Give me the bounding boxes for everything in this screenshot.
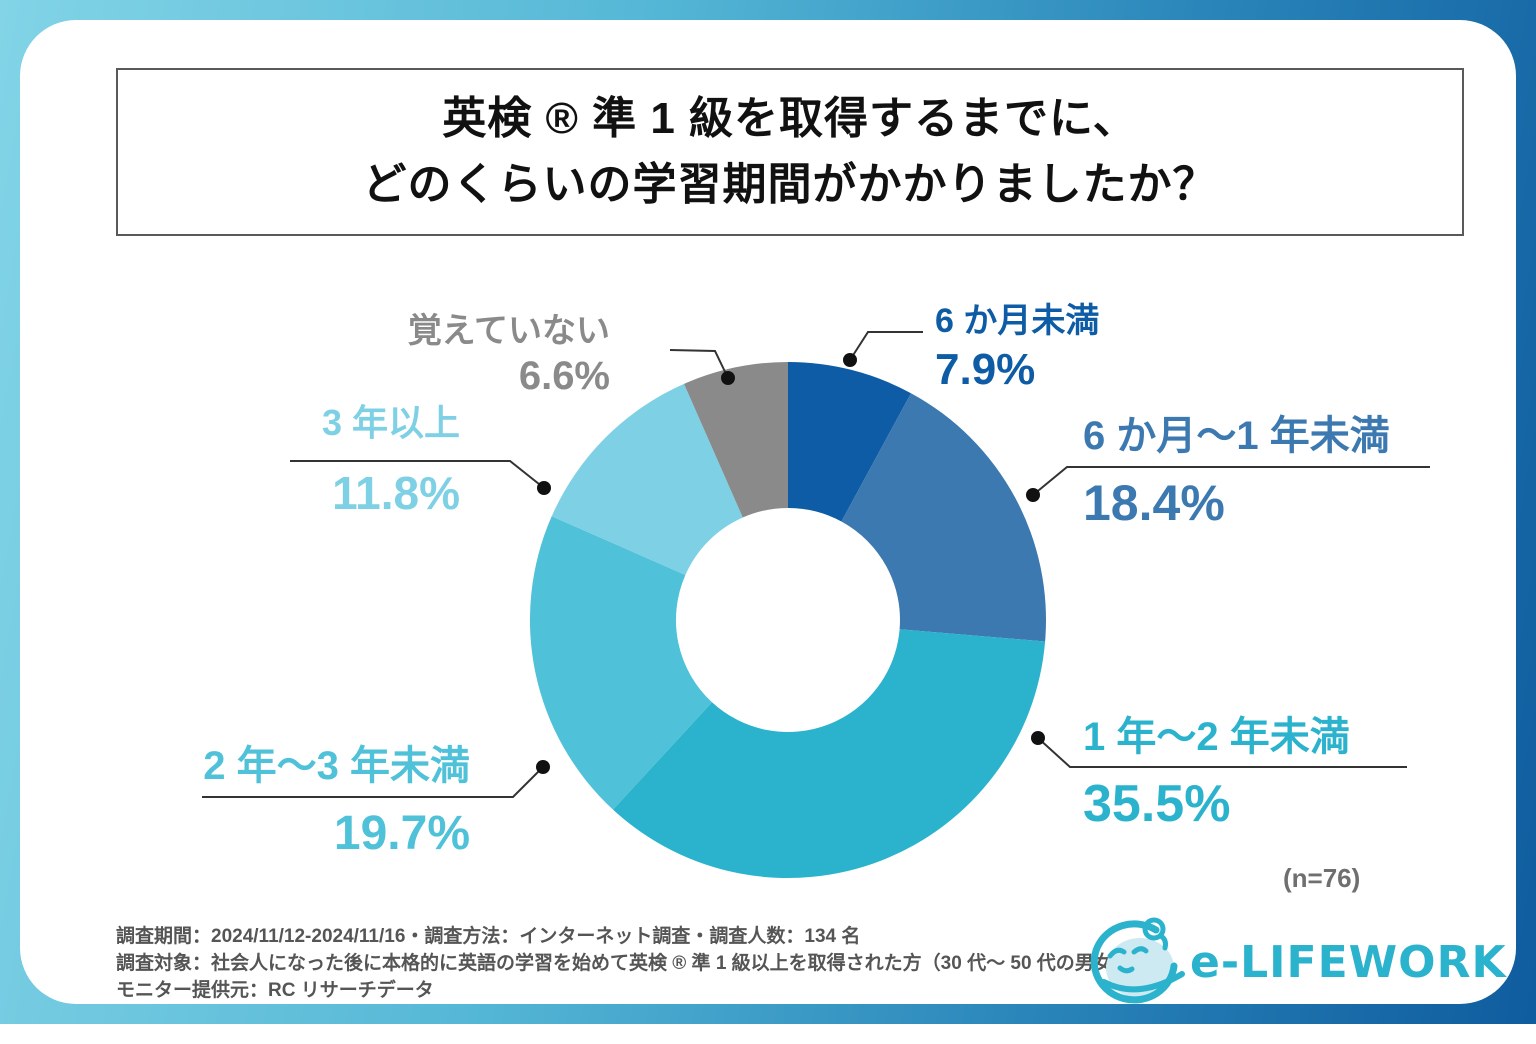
- leader-dot-unknown: [721, 371, 735, 385]
- footnote-line-2: 調査対象：社会人になった後に本格的に英語の学習を始めて英検 ® 準 1 級以上を…: [116, 953, 1132, 974]
- e-lifework-face-icon: [1090, 917, 1185, 1004]
- leader-dot-1y-2y: [1031, 731, 1045, 745]
- title-box: 英検 ® 準 1 級を取得するまでに、 どのくらいの学習期間がかかりましたか？: [116, 68, 1464, 236]
- leader-dot-2y-3y: [536, 760, 550, 774]
- content-card: 英検 ® 準 1 級を取得するまでに、 どのくらいの学習期間がかかりましたか？: [20, 20, 1516, 1004]
- donut-slice-4: [551, 383, 743, 575]
- leader-line-2y-3y: [202, 766, 544, 798]
- sample-size-note: (n=76): [1283, 863, 1361, 893]
- slice-label-3y-plus: 3 年以上 11.8%: [322, 401, 460, 516]
- slice-value: 18.4%: [1083, 475, 1225, 531]
- donut-slice-2: [613, 629, 1046, 879]
- donut-slice-0: [788, 362, 911, 522]
- leader-line-under-6m: [849, 331, 923, 361]
- slice-value: 19.7%: [333, 807, 470, 860]
- leader-dot-6m-1y: [1026, 488, 1040, 502]
- leader-dot-under-6m: [843, 353, 857, 367]
- slice-label-under-6m: 6 か月未満 7.9%: [935, 300, 1099, 392]
- slice-label-6m-1y: 6 か月～1 年未満 18.4%: [1083, 412, 1390, 528]
- leader-dots: [536, 353, 1045, 774]
- slice-category: 6 か月未満: [935, 302, 1100, 340]
- slice-label-2y-3y: 2 年～3 年未満 19.7%: [203, 742, 470, 858]
- slice-category: 覚えていない: [407, 312, 610, 350]
- donut-slices: [529, 362, 1046, 879]
- survey-footnote: 調査期間：2024/11/12-2024/11/16・調査方法：インターネット調…: [116, 923, 1132, 1004]
- donut-slice-1: [841, 393, 1046, 642]
- slice-value: 11.8%: [332, 467, 460, 519]
- leader-line-1y-2y: [1037, 737, 1407, 768]
- footnote-line-3: モニター提供元：RC リサーチデータ: [116, 980, 434, 1001]
- slice-category: 6 か月～1 年未満: [1083, 414, 1390, 458]
- e-lifework-wordmark: e-LIFEWORK: [1190, 936, 1507, 988]
- leader-line-3y-plus: [290, 460, 545, 489]
- leader-dot-3y-plus: [537, 481, 551, 495]
- slice-label-unknown: 覚えていない 6.6%: [408, 311, 610, 396]
- leader-lines: [202, 331, 1430, 798]
- title-line-1: 英検 ® 準 1 級を取得するまでに、: [442, 94, 1138, 143]
- donut-chart: [202, 331, 1430, 879]
- title-line-2: どのくらいの学習期間がかかりましたか？: [362, 160, 1218, 209]
- donut-slice-3: [529, 516, 712, 810]
- slice-category: 1 年～2 年未満: [1083, 715, 1350, 759]
- slice-category: 2 年～3 年未満: [203, 744, 470, 788]
- donut-slice-5: [684, 362, 788, 518]
- footnote-line-1: 調査期間：2024/11/12-2024/11/16・調査方法：インターネット調…: [116, 926, 861, 947]
- slice-value: 35.5%: [1083, 775, 1231, 833]
- slice-value: 6.6%: [518, 354, 610, 398]
- slice-value: 7.9%: [935, 345, 1036, 394]
- leader-line-unknown: [669, 349, 729, 379]
- e-lifework-logo: e-LIFEWORK: [1082, 916, 1507, 1008]
- slice-label-1y-2y: 1 年～2 年未満 35.5%: [1083, 713, 1350, 830]
- leader-line-6m-1y: [1032, 466, 1430, 496]
- slice-category: 3 年以上: [321, 402, 460, 443]
